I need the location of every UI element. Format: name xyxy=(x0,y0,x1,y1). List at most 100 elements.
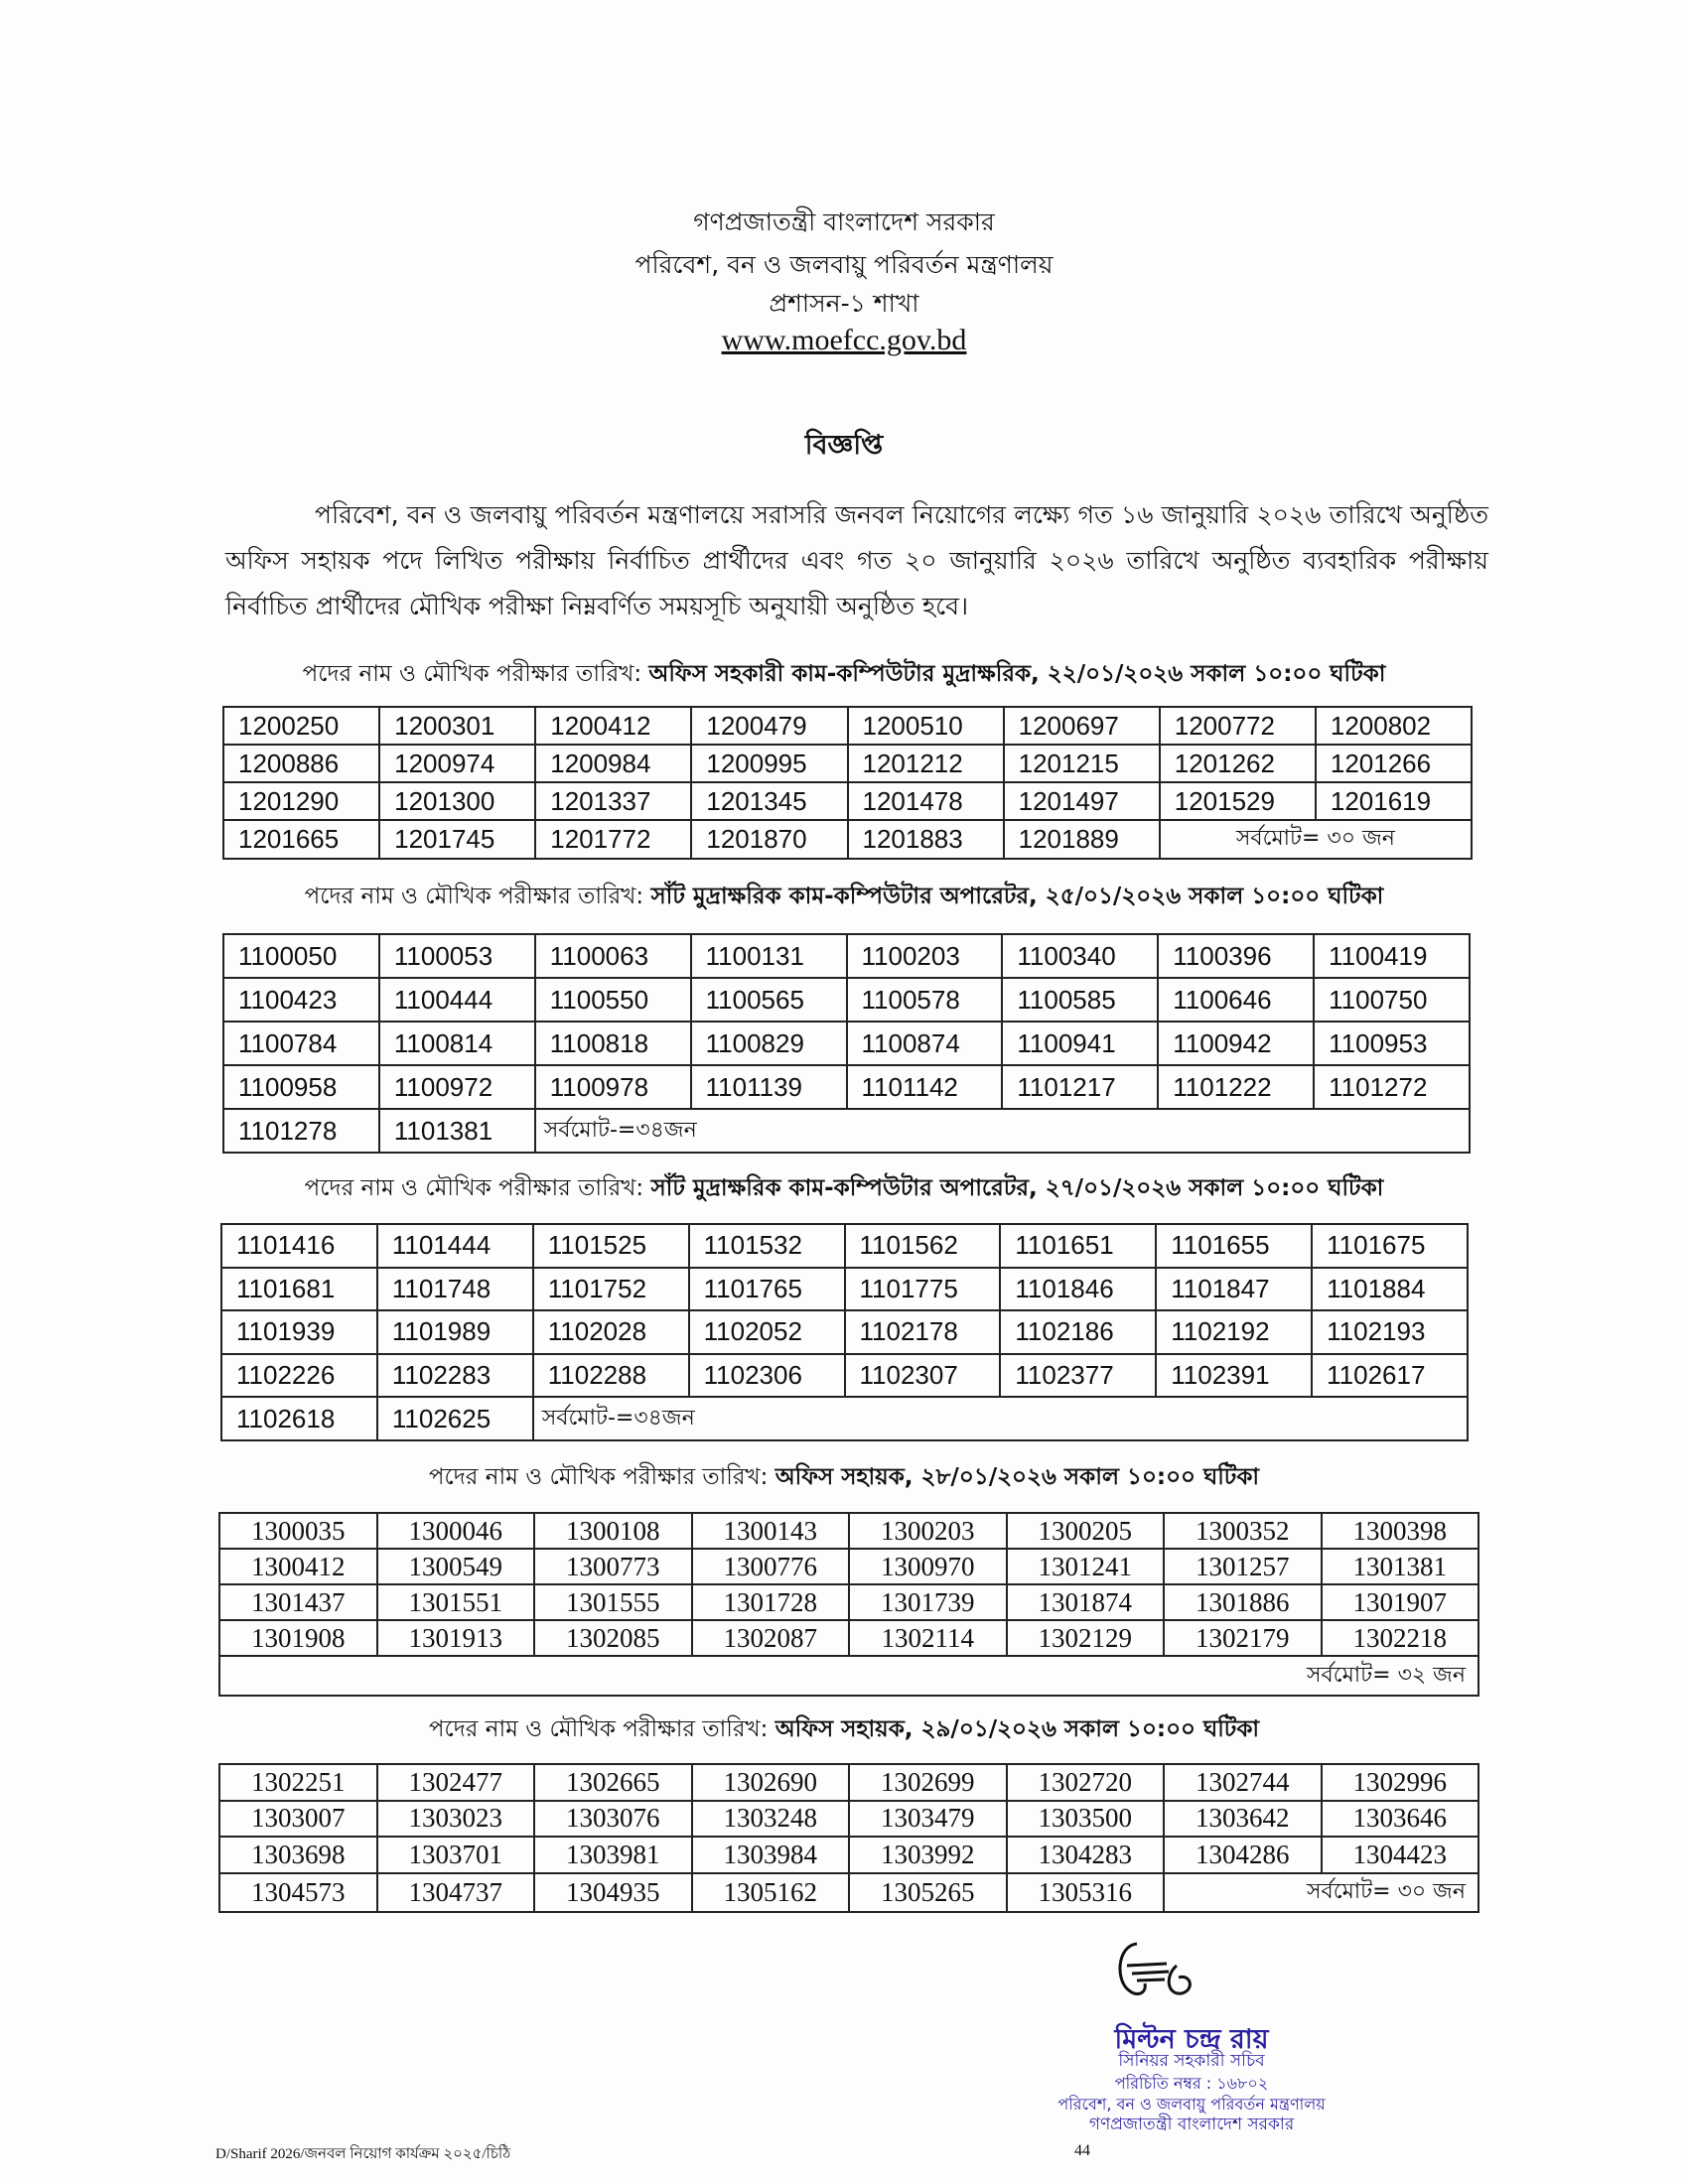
roll-number-cell: 1304286 xyxy=(1163,1836,1323,1874)
roll-number-cell: 1201772 xyxy=(534,819,693,860)
roll-number-cell: 1102625 xyxy=(375,1396,534,1441)
table-row: 1100958 1100972 1100978 1101139 1101142 11012… xyxy=(222,1064,1471,1110)
roll-number-cell: 1201529 xyxy=(1158,781,1317,821)
table-row: 1101939 1101989 1102028 1102052 1102178 11021… xyxy=(220,1309,1469,1355)
section-heading: পদের নাম ও মৌখিক পরীক্ষার তারিখ: অফিস সহ… xyxy=(0,1710,1688,1749)
roll-number-cell: 1302996 xyxy=(1320,1763,1479,1802)
table-row: 1101416 1101444 1101525 1101532 1101562 11016… xyxy=(220,1223,1469,1269)
section-post-and-date: সাঁট মুদ্রাক্ষরিক কাম-কম্পিউটার অপারেটর,… xyxy=(650,884,1384,909)
roll-number-cell: 1303479 xyxy=(848,1799,1008,1838)
candidate-roll-table: 1100050 1100053 1100063 1100131 1100203 11003… xyxy=(222,933,1472,1154)
roll-number-cell: 1303701 xyxy=(375,1836,535,1874)
table-row: 1302251 1302477 1302665 1302690 1302699 13027… xyxy=(218,1763,1479,1802)
roll-number-cell: 1101525 xyxy=(531,1223,690,1269)
roll-number-cell: 1101655 xyxy=(1155,1223,1314,1269)
government-name: গণপ্রজাতন্ত্রী বাংলাদেশ সরকার xyxy=(693,207,995,236)
table-row: 1101681 1101748 1101752 1101765 1101775 11018… xyxy=(220,1266,1469,1312)
roll-number-cell: 1200301 xyxy=(378,706,537,746)
roll-number-cell: 1102391 xyxy=(1155,1352,1314,1399)
roll-number-cell: 1302179 xyxy=(1163,1619,1323,1657)
roll-number-cell: 1300398 xyxy=(1320,1512,1479,1550)
roll-number-cell: 1305316 xyxy=(1005,1871,1165,1913)
roll-number-cell: 1301551 xyxy=(375,1583,535,1621)
footer-reference: D/Sharif 2026/জনবল নিয়োগ কার্যক্রম ২০২৫… xyxy=(215,2146,511,2162)
ministry-name: পরিবেশ, বন ও জলবায়ু পরিবর্তন মন্ত্রণালয… xyxy=(634,250,1054,279)
total-count-cell: সর্বমোট-=৩৪জন xyxy=(533,1108,1472,1154)
roll-number-cell: 1302085 xyxy=(533,1619,693,1657)
roll-number-cell: 1100958 xyxy=(222,1064,380,1110)
roll-number-cell: 1301555 xyxy=(533,1583,693,1621)
section-heading-label: পদের নাম ও মৌখিক পরীক্ষার তারিখ: xyxy=(302,661,649,687)
notice-paragraph: পরিবেশ, বন ও জলবায়ু পরিবর্তন মন্ত্রণালয… xyxy=(225,492,1488,629)
page-number: 44 xyxy=(1074,2142,1090,2159)
roll-number-cell: 1201345 xyxy=(690,781,849,821)
roll-number-cell: 1200995 xyxy=(690,744,849,783)
roll-number-cell: 1302720 xyxy=(1005,1763,1165,1802)
roll-number-cell: 1303981 xyxy=(533,1836,693,1874)
roll-number-cell: 1300412 xyxy=(218,1548,378,1585)
roll-number-cell: 1101217 xyxy=(1001,1064,1160,1110)
roll-number-cell: 1100814 xyxy=(377,1021,536,1066)
table-row: 1200250 1200301 1200412 1200479 1200510 12006… xyxy=(221,706,1474,746)
roll-number-cell: 1102288 xyxy=(531,1352,690,1399)
roll-number-cell: 1300203 xyxy=(848,1512,1008,1550)
section-post-and-date: অফিস সহায়ক, ২৮/০১/২০২৬ সকাল ১০:০০ ঘটিকা xyxy=(774,1464,1260,1490)
roll-number-cell: 1302744 xyxy=(1163,1763,1323,1802)
table-row: 1300035 1300046 1300108 1300143 1300203 13002… xyxy=(218,1512,1479,1550)
table-row: 1301908 1301913 1302085 1302087 1302114 13021… xyxy=(218,1619,1479,1657)
roll-number-cell: 1301257 xyxy=(1163,1548,1323,1585)
roll-number-cell: 1100550 xyxy=(533,977,692,1023)
roll-number-cell: 1301728 xyxy=(690,1583,850,1621)
table-row: 1100784 1100814 1100818 1100829 1100874 11009… xyxy=(222,1021,1471,1066)
roll-number-cell: 1201619 xyxy=(1314,781,1474,821)
roll-number-cell: 1302129 xyxy=(1005,1619,1165,1657)
roll-number-cell: 1304423 xyxy=(1320,1836,1479,1874)
total-count-cell: সর্বমোট= ৩০ জন xyxy=(1163,1871,1479,1913)
roll-number-cell: 1100396 xyxy=(1157,933,1316,979)
table-row: 1304573 1304737 1304935 1305162 1305265 13053… xyxy=(218,1871,1479,1913)
roll-number-cell: 1201300 xyxy=(378,781,537,821)
table-row: 1303698 1303701 1303981 1303984 1303992 13042… xyxy=(218,1836,1479,1874)
roll-number-cell: 1100784 xyxy=(222,1021,380,1066)
roll-number-cell: 1300108 xyxy=(533,1512,693,1550)
roll-number-cell: 1102028 xyxy=(531,1309,690,1355)
roll-number-cell: 1100972 xyxy=(377,1064,536,1110)
roll-number-cell: 1300549 xyxy=(375,1548,535,1585)
section-post-and-date: অফিস সহকারী কাম-কম্পিউটার মুদ্রাক্ষরিক, … xyxy=(648,661,1386,687)
roll-number-cell: 1200412 xyxy=(534,706,693,746)
roll-number-cell: 1101939 xyxy=(220,1309,378,1355)
roll-number-cell: 1101681 xyxy=(220,1266,378,1312)
roll-number-cell: 1305162 xyxy=(690,1871,850,1913)
roll-number-cell: 1102178 xyxy=(843,1309,1002,1355)
section-post-and-date: অফিস সহায়ক, ২৯/০১/২০২৬ সকাল ১০:০০ ঘটিকা xyxy=(774,1716,1260,1742)
roll-number-cell: 1300143 xyxy=(690,1512,850,1550)
roll-number-cell: 1100444 xyxy=(377,977,536,1023)
roll-number-cell: 1200697 xyxy=(1002,706,1161,746)
roll-number-cell: 1100874 xyxy=(845,1021,1004,1066)
roll-number-cell: 1300773 xyxy=(533,1548,693,1585)
roll-number-cell: 1304283 xyxy=(1005,1836,1165,1874)
roll-number-cell: 1301874 xyxy=(1005,1583,1165,1621)
table-row: 1102618 1102625 সর্বমোট-=৩৪জন xyxy=(220,1396,1470,1441)
roll-number-cell: 1102377 xyxy=(999,1352,1158,1399)
roll-number-cell: 1201266 xyxy=(1314,744,1474,783)
roll-number-cell: 1303248 xyxy=(690,1799,850,1838)
roll-number-cell: 1102307 xyxy=(843,1352,1002,1399)
roll-number-cell: 1101142 xyxy=(845,1064,1004,1110)
table-row: 1201665 1201745 1201772 1201870 1201883 12018… xyxy=(221,819,1474,860)
notice-paragraph-text: পরিবেশ, বন ও জলবায়ু পরিবর্তন মন্ত্রণালয… xyxy=(225,500,1488,620)
notice-title: বিজ্ঞপ্তি xyxy=(804,430,884,461)
roll-number-cell: 1200772 xyxy=(1158,706,1317,746)
roll-number-cell: 1102226 xyxy=(220,1352,378,1399)
roll-number-cell: 1200250 xyxy=(221,706,381,746)
roll-number-cell: 1100941 xyxy=(1001,1021,1160,1066)
roll-number-cell: 1102306 xyxy=(687,1352,846,1399)
website-link[interactable]: www.moefcc.gov.bd xyxy=(721,324,967,356)
section-heading: পদের নাম ও মৌখিক পরীক্ষার তারিখ: সাঁট মু… xyxy=(0,1169,1688,1208)
roll-number-cell: 1303646 xyxy=(1320,1799,1479,1838)
roll-number-cell: 1101278 xyxy=(222,1108,380,1154)
section-heading-label: পদের নাম ও মৌখিক পরীক্ষার তারিখ: xyxy=(304,1175,651,1201)
signatory-id: পরিচিতি নম্বর : ১৬৮০২ xyxy=(1114,2074,1269,2093)
roll-number-cell: 1200802 xyxy=(1314,706,1474,746)
roll-number-cell: 1300035 xyxy=(218,1512,378,1550)
